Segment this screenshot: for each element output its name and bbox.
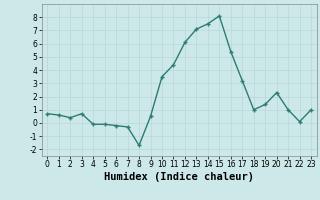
X-axis label: Humidex (Indice chaleur): Humidex (Indice chaleur) <box>104 172 254 182</box>
